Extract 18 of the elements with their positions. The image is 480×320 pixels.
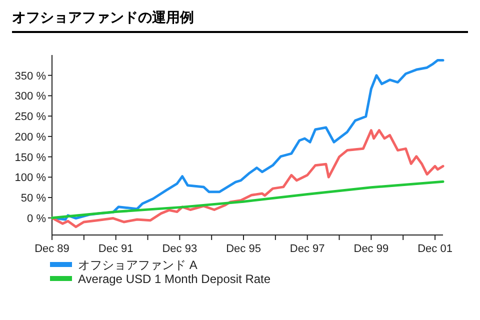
y-tick-label: 300 % xyxy=(14,90,46,103)
y-tick-label: 50 % xyxy=(20,192,46,205)
legend-label: Average USD 1 Month Deposit Rate xyxy=(78,272,271,286)
y-tick-label: 150 % xyxy=(14,152,46,164)
y-tick-label: 100 % xyxy=(14,172,46,184)
y-tick-label: 200 % xyxy=(14,131,46,144)
y-tick-label: 0 % xyxy=(27,212,46,225)
x-tick-label: Dec 01 xyxy=(418,243,452,255)
legend-label: オフショアファンド A xyxy=(78,258,198,272)
x-tick-label: Dec 91 xyxy=(98,243,134,255)
y-tick-label: 250 % xyxy=(14,111,46,124)
x-tick-label: Dec 99 xyxy=(354,243,389,255)
x-tick-label: Dec 89 xyxy=(34,243,70,255)
chart-title: オフショアファンドの運用例 xyxy=(12,9,194,25)
x-tick-label: Dec 93 xyxy=(162,243,198,255)
x-tick-label: Dec 97 xyxy=(290,243,325,255)
x-tick-label: Dec 95 xyxy=(226,243,261,255)
y-tick-label: 350 % xyxy=(14,70,46,82)
